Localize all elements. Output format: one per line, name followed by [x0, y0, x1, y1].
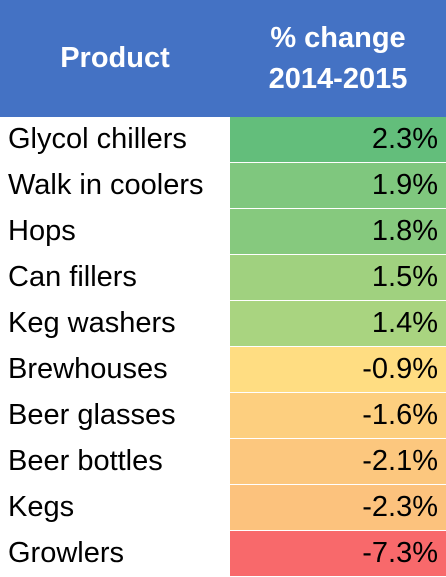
- product-name: Beer glasses: [0, 393, 225, 438]
- product-name: Keg washers: [0, 301, 225, 346]
- change-value: 1.9%: [230, 163, 446, 208]
- table-body: Glycol chillers 2.3% Walk in coolers 1.9…: [0, 117, 446, 577]
- table-row: Glycol chillers 2.3%: [0, 117, 446, 163]
- change-value: 1.5%: [230, 255, 446, 300]
- product-name: Hops: [0, 209, 225, 254]
- product-name: Walk in coolers: [0, 163, 225, 208]
- product-name: Beer bottles: [0, 439, 225, 484]
- change-header-line1: % change: [270, 21, 406, 54]
- table-row: Hops 1.8%: [0, 209, 446, 255]
- table-row: Keg washers 1.4%: [0, 301, 446, 347]
- change-value: -1.6%: [230, 393, 446, 438]
- product-name: Can fillers: [0, 255, 225, 300]
- product-name: Kegs: [0, 485, 225, 530]
- product-name: Glycol chillers: [0, 117, 225, 162]
- table-row: Can fillers 1.5%: [0, 255, 446, 301]
- table-row: Walk in coolers 1.9%: [0, 163, 446, 209]
- product-name: Growlers: [0, 531, 225, 576]
- table-row: Beer bottles -2.1%: [0, 439, 446, 485]
- product-column-header: Product: [60, 42, 170, 74]
- change-value: 1.4%: [230, 301, 446, 346]
- table-row: Kegs -2.3%: [0, 485, 446, 531]
- column-divider: [228, 117, 229, 569]
- change-value: -0.9%: [230, 347, 446, 392]
- change-column-header: % change 2014-2015: [230, 0, 446, 117]
- change-value: 1.8%: [230, 209, 446, 254]
- change-header-line2: 2014-2015: [268, 62, 408, 95]
- change-value: 2.3%: [230, 117, 446, 162]
- table-row: Brewhouses -0.9%: [0, 347, 446, 393]
- product-name: Brewhouses: [0, 347, 225, 392]
- change-value: -2.1%: [230, 439, 446, 484]
- table-row: Beer glasses -1.6%: [0, 393, 446, 439]
- table-row: Growlers -7.3%: [0, 531, 446, 577]
- change-value: -7.3%: [230, 531, 446, 576]
- table-header: Product % change 2014-2015: [0, 0, 446, 117]
- change-value: -2.3%: [230, 485, 446, 530]
